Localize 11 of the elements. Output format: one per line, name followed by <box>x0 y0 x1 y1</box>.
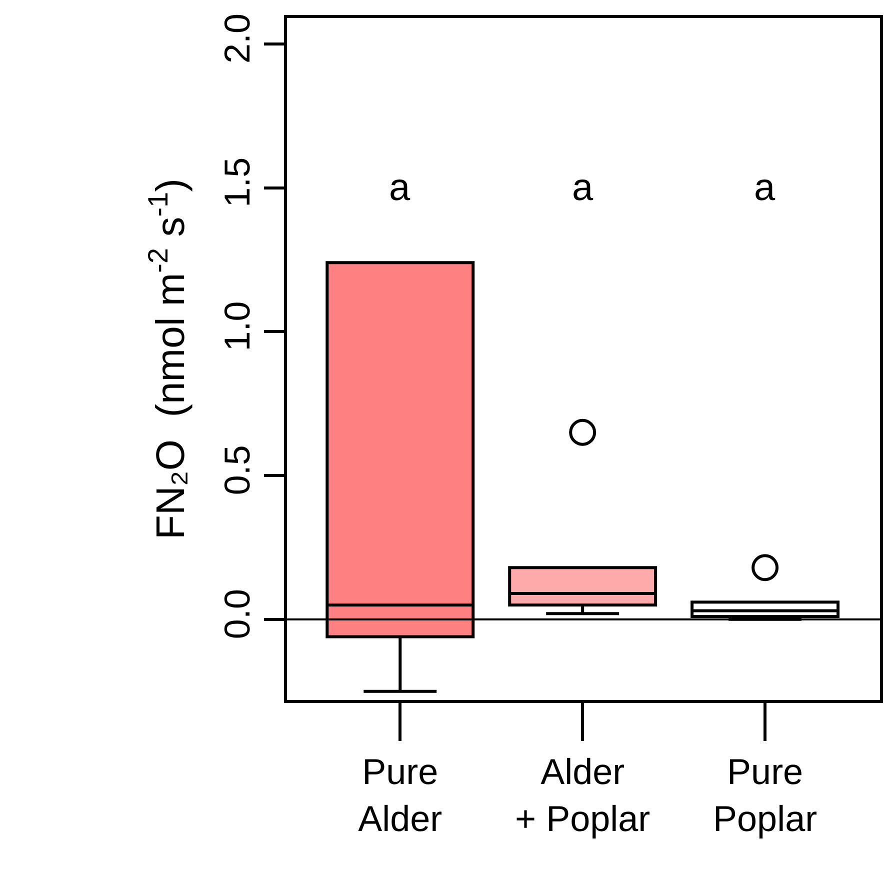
annotation: a <box>389 167 411 209</box>
annotation: a <box>754 167 776 209</box>
x-tick-label: Alder + Poplar <box>515 751 650 839</box>
y-tick-label: 0.5 <box>216 445 258 496</box>
y-tick-label: 1.0 <box>216 301 258 352</box>
y-tick-label: 0.0 <box>216 589 258 640</box>
x-tick-label: Pure Alder <box>358 751 442 839</box>
y-tick-label: 1.5 <box>216 157 258 208</box>
x-tick-label: Pure Poplar <box>713 751 818 839</box>
annotation: a <box>572 167 594 209</box>
y-tick-label: 2.0 <box>216 13 258 64</box>
